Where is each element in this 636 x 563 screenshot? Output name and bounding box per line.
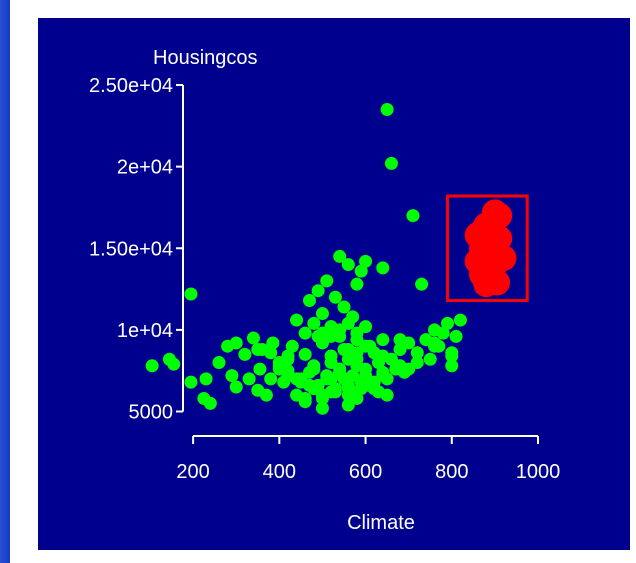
data-point [303, 293, 317, 307]
annotations [445, 194, 529, 302]
data-point [242, 372, 256, 386]
data-point [445, 359, 459, 373]
highlight-point [486, 202, 513, 229]
data-point [376, 261, 390, 275]
data-point [449, 329, 463, 343]
data-point [453, 313, 467, 327]
data-point [376, 369, 390, 383]
data-point [229, 336, 243, 350]
x-tick-label: 600 [349, 461, 382, 483]
green-points [145, 102, 467, 415]
data-point [264, 346, 278, 360]
data-point [393, 333, 407, 347]
data-point [402, 362, 416, 376]
data-point [436, 326, 450, 340]
data-point [298, 347, 312, 361]
data-point [320, 274, 334, 288]
data-point [285, 339, 299, 353]
data-point [184, 287, 198, 301]
data-point [199, 372, 213, 386]
slide-frame: Housingcos Climate 5000 1e+04 1.50e+04 2e+0… [10, 0, 636, 563]
data-point [341, 316, 355, 330]
y-tick-label: 5000 [129, 402, 174, 424]
data-point [246, 331, 260, 345]
data-point [376, 333, 390, 347]
data-point [428, 336, 442, 350]
data-point [341, 258, 355, 272]
data-point [380, 388, 394, 402]
data-point [350, 277, 364, 291]
data-point [328, 290, 342, 304]
data-point [298, 391, 312, 405]
data-point [380, 102, 394, 116]
data-point [376, 349, 390, 363]
data-point [184, 375, 198, 389]
data-point [307, 316, 321, 330]
data-point [315, 401, 329, 415]
x-tick-label: 1000 [516, 461, 561, 483]
data-point [259, 388, 273, 402]
data-point [264, 372, 278, 386]
y-tick-label: 2e+04 [117, 157, 173, 179]
x-tick-label: 800 [435, 461, 468, 483]
data-point [359, 320, 373, 334]
axes: 5000 1e+04 1.50e+04 2e+04 2.50e+04 200 400 600 8… [89, 75, 560, 483]
data-point [440, 316, 454, 330]
x-tick-label: 200 [176, 461, 209, 483]
data-point [238, 347, 252, 361]
x-tick-label: 400 [263, 461, 296, 483]
y-tick-label: 2.50e+04 [89, 75, 173, 97]
data-point [406, 209, 420, 223]
data-point [145, 359, 159, 373]
data-point [203, 396, 217, 410]
data-point [324, 320, 338, 334]
data-point [298, 326, 312, 340]
data-point [290, 372, 304, 386]
data-point [272, 362, 286, 376]
data-point [307, 362, 321, 376]
data-point [212, 356, 226, 370]
data-point [333, 329, 347, 343]
data-point [410, 346, 424, 360]
x-axis-label: Climate [347, 512, 415, 534]
data-point [384, 156, 398, 170]
data-point [229, 380, 243, 394]
data-point [167, 357, 181, 371]
data-point [253, 362, 267, 376]
data-point [359, 369, 373, 383]
data-point [315, 307, 329, 321]
data-point [415, 277, 429, 291]
data-point [333, 249, 347, 263]
highlight-point [475, 231, 502, 258]
y-tick-label: 1.50e+04 [89, 238, 173, 260]
data-point [337, 300, 351, 314]
data-point [251, 342, 265, 356]
data-point [359, 378, 373, 392]
data-point [359, 254, 373, 268]
data-point [311, 284, 325, 298]
scatter-plot: Housingcos Climate 5000 1e+04 1.50e+04 2e+0… [89, 47, 560, 534]
data-point [350, 391, 364, 405]
y-tick-label: 1e+04 [117, 320, 173, 342]
data-point [266, 336, 280, 350]
data-point [445, 346, 459, 360]
chart-panel: Housingcos Climate 5000 1e+04 1.50e+04 2e+0… [38, 18, 630, 550]
selection-rectangle [445, 194, 529, 302]
data-point [423, 352, 437, 366]
data-point [350, 359, 364, 373]
data-point [225, 369, 239, 383]
data-point [315, 388, 329, 402]
data-point [290, 313, 304, 327]
highlight-point [484, 269, 511, 296]
data-point [333, 362, 347, 376]
data-point [341, 378, 355, 392]
red-highlight-points [464, 199, 517, 298]
data-point [354, 264, 368, 278]
y-axis-label: Housingcos [153, 47, 258, 69]
data-point [281, 349, 295, 363]
data-point [341, 342, 355, 356]
